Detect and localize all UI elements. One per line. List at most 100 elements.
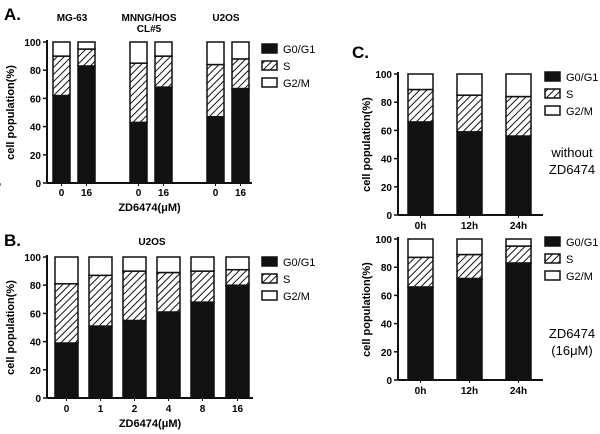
bar-s <box>505 95 532 137</box>
legend-label: S <box>566 254 573 266</box>
x-tick-label: 16 <box>235 188 247 199</box>
x-tick-label: 0 <box>213 188 219 199</box>
x-tick-label: 16 <box>232 404 244 415</box>
legend-label: G0/G1 <box>283 257 315 269</box>
y-tick-label: 80 <box>381 263 393 274</box>
x-tick-label: 8 <box>200 404 206 415</box>
bar-g0-g1 <box>407 121 434 216</box>
bar-s <box>456 94 483 133</box>
bar-g2-m <box>225 256 250 271</box>
y-tick-label: 20 <box>30 151 42 162</box>
x-tick-label: 0 <box>64 404 70 415</box>
bar-g2-m <box>129 41 148 64</box>
bar-g0-g1 <box>456 131 483 216</box>
y-tick-label: 40 <box>381 155 393 166</box>
bar-s <box>88 274 113 327</box>
bar-s <box>456 253 483 280</box>
bar-g0-g1 <box>52 94 71 184</box>
bar-g2-m <box>505 238 532 247</box>
legend-swatch <box>261 290 278 301</box>
y-tick-label: 20 <box>30 366 42 377</box>
bar-s <box>505 245 532 264</box>
x-tick-label: 0 <box>136 188 142 199</box>
legend-swatch <box>261 77 278 88</box>
y-axis-label: cell population(%) <box>361 97 373 192</box>
y-axis-label: cell population(%) <box>5 280 17 375</box>
bar-s <box>129 62 148 124</box>
y-tick-label: 40 <box>30 123 42 134</box>
bar-s <box>154 55 173 88</box>
x-tick-label: 24h <box>510 386 527 397</box>
bar-g2-m <box>190 256 215 272</box>
x-tick-label: 2 <box>132 404 138 415</box>
y-tick-label: 0 <box>35 179 41 190</box>
legend-swatch <box>544 253 561 264</box>
legend-label: S <box>283 274 290 286</box>
legend-swatch <box>544 270 561 281</box>
x-axis-label: ZD6474(μM) <box>118 202 181 214</box>
x-tick-label: 12h <box>461 386 478 397</box>
bar-g2-m <box>77 41 96 50</box>
y-tick-label: 80 <box>381 98 393 109</box>
bar-g2-m <box>231 41 250 60</box>
legend-swatch <box>544 71 561 82</box>
group-label: MG-63 <box>57 13 88 24</box>
panel-label: C. <box>352 43 369 62</box>
y-tick-label: 0 <box>35 394 41 405</box>
legend-label: G2/M <box>283 78 310 90</box>
bar-g2-m <box>206 41 225 66</box>
bar-s <box>122 270 147 322</box>
bar-s <box>206 63 225 118</box>
bar-s <box>156 271 181 313</box>
bar-g2-m <box>54 256 79 285</box>
annotation: without <box>550 145 593 160</box>
bar-g0-g1 <box>225 284 250 399</box>
annotation: ZD6474 <box>549 162 595 177</box>
legend-label: G2/M <box>566 106 593 118</box>
bar-g2-m <box>407 238 434 259</box>
annotation: ZD6474 <box>549 326 595 341</box>
bar-g0-g1 <box>190 301 215 399</box>
panel-label: A. <box>4 5 21 24</box>
group-label: U2OS <box>212 13 240 24</box>
legend-label: G0/G1 <box>283 44 315 56</box>
legend-swatch <box>544 88 561 99</box>
y-tick-label: 80 <box>30 281 42 292</box>
bar-s <box>77 48 96 67</box>
y-tick-label: 100 <box>375 235 392 246</box>
y-tick-label: 0 <box>386 211 392 222</box>
x-tick-label: 24h <box>510 221 527 232</box>
bar-g0-g1 <box>156 311 181 399</box>
bar-s <box>54 283 79 344</box>
panel-label: B. <box>4 231 21 250</box>
y-tick-label: 40 <box>30 338 42 349</box>
y-tick-label: 0 <box>386 376 392 387</box>
legend-swatch <box>544 236 561 247</box>
x-tick-label: 0 <box>59 188 65 199</box>
bar-g0-g1 <box>231 87 250 184</box>
x-tick-label: 0h <box>415 221 427 232</box>
y-tick-label: 60 <box>381 126 393 137</box>
chart-title: U2OS <box>138 237 166 248</box>
x-tick-label: 12h <box>461 221 478 232</box>
x-tick-label: 0h <box>415 386 427 397</box>
y-tick-label: 100 <box>24 38 41 49</box>
legend-label: S <box>283 61 290 73</box>
legend-label: S <box>566 89 573 101</box>
bar-s <box>190 270 215 303</box>
legend-label: G0/G1 <box>566 72 598 84</box>
bar-g0-g1 <box>88 325 113 399</box>
annotation: (16μM) <box>551 343 592 358</box>
legend-label: G2/M <box>566 271 593 283</box>
bar-g2-m <box>407 73 434 91</box>
bar-g2-m <box>154 41 173 57</box>
bar-g0-g1 <box>154 86 173 184</box>
bar-s <box>407 88 434 123</box>
bar-g2-m <box>456 73 483 96</box>
bar-s <box>407 256 434 288</box>
bar-g0-g1 <box>407 286 434 381</box>
bar-g0-g1 <box>206 115 225 184</box>
group-label: MNNG/HOS <box>122 13 177 24</box>
group-label: CL#5 <box>137 24 162 35</box>
